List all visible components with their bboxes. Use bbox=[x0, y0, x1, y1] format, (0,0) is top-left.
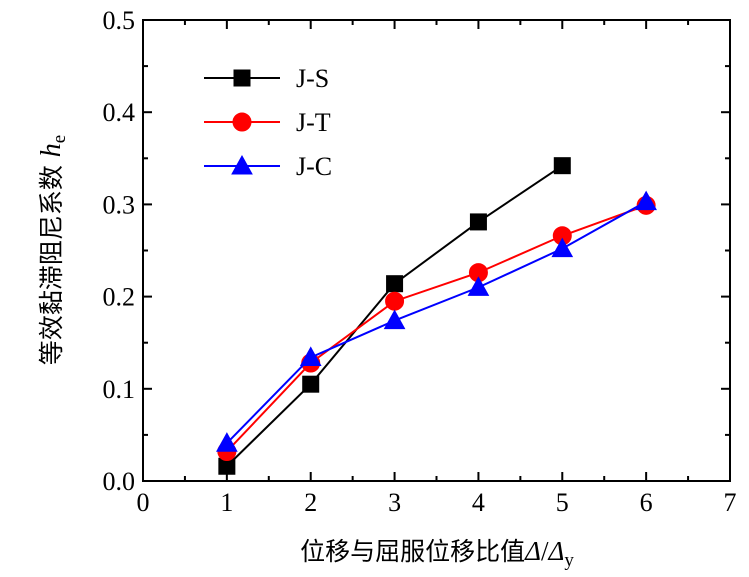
y-tick-label: 0.0 bbox=[103, 467, 136, 496]
x-tick-label: 3 bbox=[388, 488, 401, 517]
x-tick-label: 4 bbox=[472, 488, 485, 517]
series-j-c bbox=[216, 190, 657, 452]
series-j-t bbox=[217, 195, 656, 461]
legend-item-j-s: J-S bbox=[204, 64, 329, 93]
data-point-j-c bbox=[383, 309, 406, 330]
data-point-j-c bbox=[467, 276, 490, 296]
y-tick-label: 0.1 bbox=[103, 375, 136, 404]
y-tick-label: 0.3 bbox=[103, 190, 136, 219]
y-tick-label: 0.5 bbox=[103, 6, 136, 35]
plot-frame bbox=[142, 19, 731, 482]
legend-label-j-s: J-S bbox=[296, 64, 329, 93]
y-axis-title: 等效黏滞阻尼系数 he bbox=[36, 135, 70, 365]
data-point-j-s bbox=[469, 213, 487, 231]
x-tick-label: 1 bbox=[220, 488, 233, 517]
series-j-s bbox=[218, 157, 571, 475]
x-axis-title: 位移与屈服位移比值Δ/Δy bbox=[300, 536, 574, 571]
legend-marker-j-t bbox=[232, 112, 252, 132]
y-tick-label: 0.4 bbox=[103, 98, 136, 127]
x-tick-label: 2 bbox=[304, 488, 317, 517]
legend-item-j-c: J-C bbox=[204, 152, 332, 181]
data-point-j-s bbox=[553, 157, 571, 175]
data-point-j-s bbox=[386, 275, 404, 293]
x-tick-label: 0 bbox=[137, 488, 150, 517]
legend-item-j-t: J-T bbox=[204, 108, 331, 137]
legend-marker-j-c bbox=[231, 154, 253, 175]
legend-label-j-t: J-T bbox=[296, 108, 331, 137]
data-point-j-t bbox=[385, 291, 405, 311]
series-line-j-t bbox=[226, 204, 647, 453]
data-point-j-c bbox=[635, 190, 657, 211]
data-point-j-s bbox=[302, 375, 320, 393]
data-point-j-c bbox=[551, 237, 574, 258]
y-tick-label: 0.2 bbox=[103, 283, 136, 312]
x-tick-label: 6 bbox=[640, 488, 653, 517]
data-point-j-c bbox=[299, 346, 322, 366]
data-point-j-c bbox=[216, 432, 238, 452]
legend-marker-j-s bbox=[233, 69, 251, 87]
series-line-j-c bbox=[226, 200, 647, 444]
legend-label-j-c: J-C bbox=[296, 152, 332, 181]
x-tick-label: 5 bbox=[556, 488, 569, 517]
legend: J-S J-T J-C bbox=[204, 64, 332, 181]
x-tick-label: 7 bbox=[724, 488, 737, 517]
